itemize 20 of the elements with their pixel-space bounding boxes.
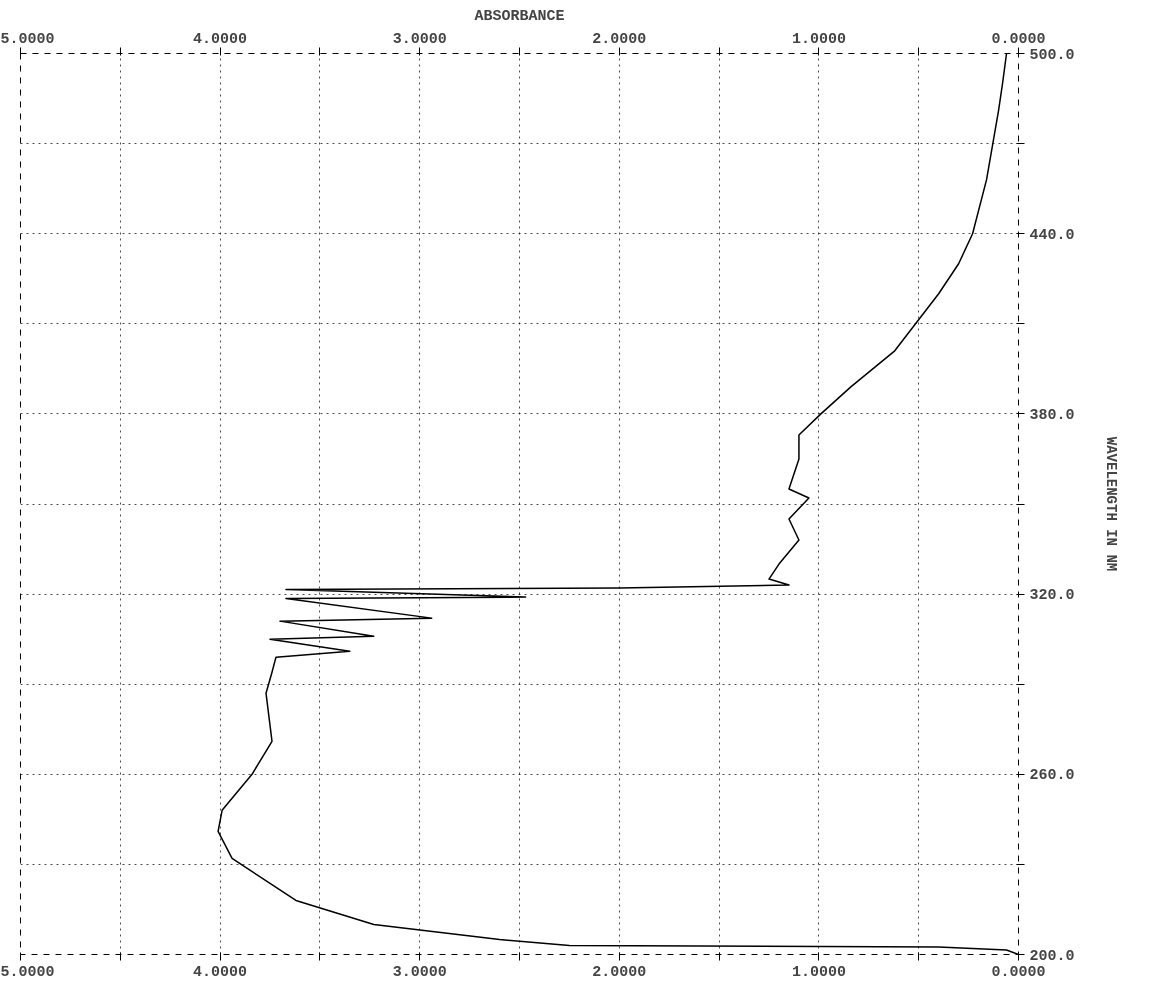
x-tick-label: 5.0000 [0, 30, 55, 48]
x-tick-label: 0.0000 [991, 30, 1046, 48]
x-tick-label: 2.0000 [592, 30, 647, 48]
x2-tick-label: 4.0000 [193, 963, 248, 981]
y-tick-label: 440.0 [1029, 226, 1075, 244]
y-tick-label: 260.0 [1029, 767, 1075, 785]
x-tick-label: 1.0000 [791, 30, 846, 48]
x-tick-label: 3.0000 [392, 30, 447, 48]
chart-title: ABSORBANCE [474, 7, 565, 25]
x-tick-label: 4.0000 [193, 30, 248, 48]
y-tick-label: 500.0 [1029, 46, 1075, 64]
x2-tick-label: 2.0000 [592, 963, 647, 981]
y-tick-label: 320.0 [1029, 587, 1075, 605]
y-tick-label: 200.0 [1029, 947, 1075, 965]
x2-tick-label: 3.0000 [392, 963, 447, 981]
y-axis-title: WAVELENGTH IN NM [1102, 436, 1119, 572]
x2-tick-label: 5.0000 [0, 963, 55, 981]
x2-tick-label: 1.0000 [791, 963, 846, 981]
y-tick-label: 380.0 [1029, 406, 1075, 424]
x2-tick-label: 0.0000 [991, 963, 1046, 981]
